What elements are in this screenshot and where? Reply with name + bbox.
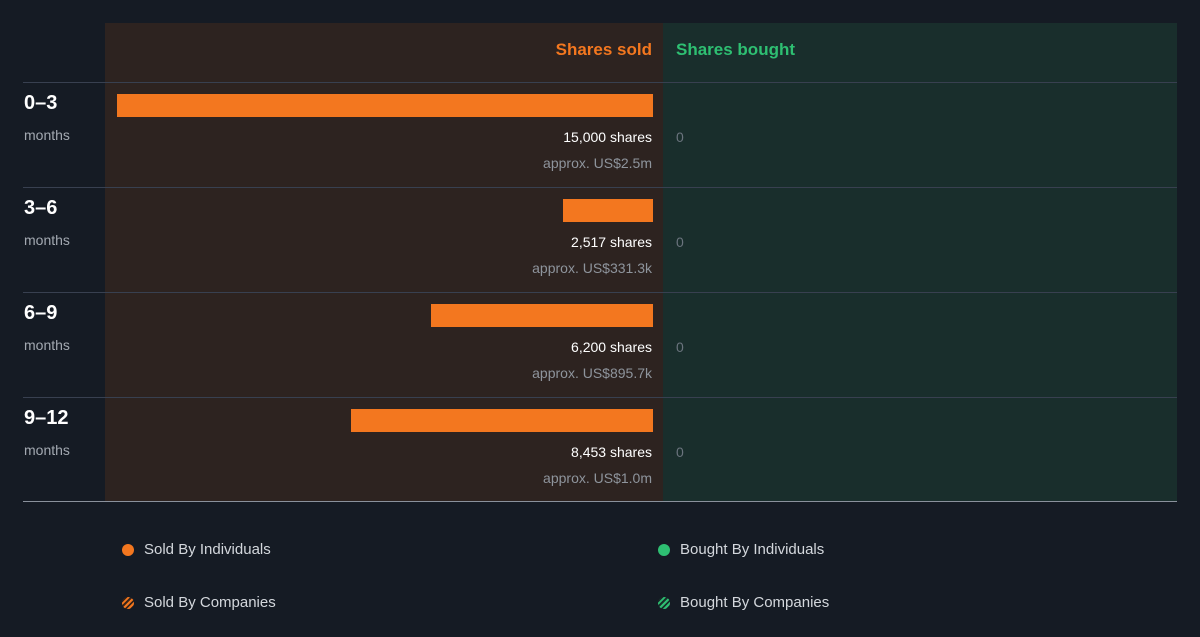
sold-bar (431, 304, 653, 327)
approx-value: approx. US$1.0m (543, 470, 652, 486)
sold-bar (563, 199, 653, 222)
shares-sold-value: 6,200 shares (571, 339, 652, 355)
period-unit: months (24, 442, 70, 458)
shares-bought-value: 0 (676, 129, 684, 145)
shares-bought-panel (663, 23, 1177, 501)
period-label: 0–3 (24, 92, 58, 114)
shares-bought-header: Shares bought (676, 40, 796, 59)
row-divider (23, 187, 1177, 188)
orange-striped-dot-icon (122, 596, 134, 609)
period-unit: months (24, 127, 70, 143)
legend-sold-companies[interactable]: Sold By Companies (122, 594, 276, 611)
shares-bought-value: 0 (676, 444, 684, 460)
green-dot-icon (658, 543, 670, 556)
row-divider (23, 292, 1177, 293)
period-unit: months (24, 232, 70, 248)
approx-value: approx. US$2.5m (543, 155, 652, 171)
legend-sold-individuals[interactable]: Sold By Individuals (122, 541, 271, 558)
legend-bought-companies[interactable]: Bought By Companies (658, 594, 829, 611)
legend-label: Sold By Companies (144, 594, 276, 611)
shares-bought-value: 0 (676, 339, 684, 355)
period-label: 6–9 (24, 302, 58, 324)
shares-sold-value: 2,517 shares (571, 234, 652, 250)
row-divider (23, 82, 1177, 83)
orange-dot-icon (122, 543, 134, 556)
period-label: 9–12 (24, 407, 69, 429)
shares-sold-header: Shares sold (555, 40, 652, 59)
sold-bar (351, 409, 653, 432)
legend-label: Bought By Individuals (680, 541, 825, 558)
sold-bar (117, 94, 653, 117)
legend-label: Bought By Companies (680, 594, 830, 611)
approx-value: approx. US$895.7k (532, 365, 652, 381)
green-striped-dot-icon (658, 596, 670, 609)
approx-value: approx. US$331.3k (532, 260, 652, 276)
period-label: 3–6 (24, 197, 58, 219)
row-divider (23, 397, 1177, 398)
legend-bought-individuals[interactable]: Bought By Individuals (658, 541, 824, 558)
shares-sold-value: 15,000 shares (563, 129, 652, 145)
shares-sold-value: 8,453 shares (571, 444, 652, 460)
legend-label: Sold By Individuals (144, 541, 271, 558)
baseline-axis (23, 501, 1177, 502)
shares-bought-value: 0 (676, 234, 684, 250)
period-unit: months (24, 337, 70, 353)
